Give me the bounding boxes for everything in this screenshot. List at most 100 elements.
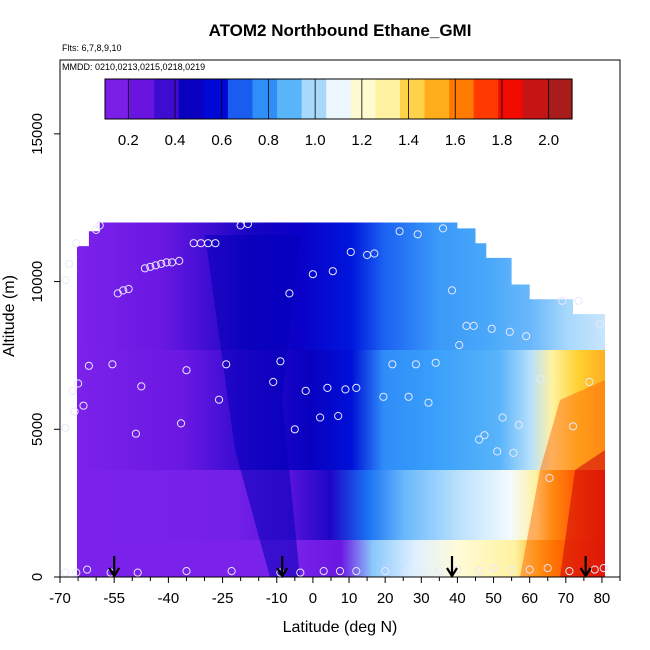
sample-point: [162, 258, 171, 267]
sample-point: [509, 448, 518, 457]
down-arrow-icon: [108, 556, 121, 579]
colorbar-cell: [326, 79, 352, 119]
sample-point: [68, 386, 77, 395]
sample-point: [131, 429, 140, 438]
colorbar-cell: [277, 79, 303, 119]
sample-point: [137, 382, 146, 391]
sample-point: [61, 423, 70, 432]
sample-point: [182, 567, 191, 576]
sample-point: [61, 568, 70, 577]
sample-point: [176, 419, 186, 428]
colorbar-cell: [473, 79, 499, 119]
sample-point: [285, 289, 294, 298]
x-axis: -70 -55 -40 -25 -10 0 10 20 30 40 50 60 70 80: [49, 577, 621, 607]
x-tick-label: -10: [266, 590, 288, 607]
sample-point: [72, 239, 81, 248]
sample-point: [211, 239, 220, 248]
colorbar-cell: [178, 79, 204, 119]
sample-point: [536, 375, 545, 384]
down-arrow-icon: [579, 556, 592, 579]
y-tick-label: 10000: [29, 261, 46, 303]
colorbar-cell: [399, 79, 426, 119]
sample-point: [469, 321, 478, 330]
sample-point: [585, 377, 594, 387]
colorbar-tick-label: 0.4: [165, 132, 186, 149]
sample-point: [413, 230, 422, 239]
sample-point: [455, 341, 464, 350]
sample-point: [334, 411, 343, 421]
colorbar-tick-label: 0.2: [118, 132, 139, 149]
colorbar-tick-label: 1.4: [398, 132, 419, 149]
sample-point: [379, 392, 388, 401]
sample-point: [590, 565, 599, 574]
sample-point: [381, 567, 390, 576]
sample-point: [487, 324, 496, 333]
flights-subtitle: Flts: 6,7,8,9,10: [62, 43, 122, 53]
sample-point: [175, 256, 184, 265]
y-tick-label: 15000: [29, 113, 46, 155]
sample-point: [74, 379, 83, 388]
x-tick-label: 0: [309, 590, 317, 607]
heatmap-band-upper: [77, 222, 605, 350]
y-tick-label: 0: [29, 573, 46, 581]
sample-point: [214, 395, 224, 404]
colorbar-cell: [522, 79, 549, 119]
sample-point: [596, 320, 605, 329]
x-tick-label: -40: [158, 590, 180, 607]
sample-point: [70, 407, 79, 416]
sample-point: [599, 564, 608, 573]
y-tick-label: 5000: [29, 413, 46, 446]
x-tick-label: 10: [341, 590, 358, 607]
sample-point: [119, 286, 128, 295]
colorbar-cell: [252, 79, 278, 119]
sample-point: [227, 567, 236, 576]
x-axis-label: Latitude (deg N): [283, 619, 398, 636]
colorbar-cell: [547, 79, 573, 119]
sample-point: [269, 377, 278, 387]
sample-point: [543, 564, 552, 573]
x-tick-label: 40: [449, 590, 466, 607]
sample-point: [402, 567, 411, 576]
sample-point: [574, 296, 583, 305]
plot-frame: [59, 59, 621, 578]
heatmap-field: [77, 222, 605, 577]
x-tick-label: 30: [413, 590, 430, 607]
sample-point: [222, 360, 231, 369]
x-tick-label: -25: [212, 590, 234, 607]
sample-point: [157, 259, 166, 268]
colorbar-cell: [350, 79, 376, 119]
sample-point: [79, 401, 88, 410]
sample-point: [341, 385, 350, 394]
sample-point: [424, 398, 433, 407]
y-axis: 0 5000 10000 15000: [29, 113, 60, 581]
down-arrow-icon: [276, 556, 289, 579]
sample-point: [352, 383, 361, 392]
sample-point: [505, 327, 514, 336]
sample-point: [323, 383, 332, 392]
x-tick-label: -70: [49, 590, 71, 607]
sample-point: [498, 413, 507, 422]
sample-point: [328, 267, 337, 276]
sample-point: [447, 286, 457, 295]
x-tick-label: 70: [557, 590, 574, 607]
y-axis-label: Altitude (m): [1, 275, 18, 357]
sample-point: [568, 422, 578, 431]
sample-point: [453, 565, 462, 574]
sample-point: [83, 565, 92, 574]
sample-points: [61, 219, 608, 577]
sample-point: [507, 565, 516, 574]
sample-point: [182, 366, 191, 375]
colorbar-tick-label: 0.8: [258, 132, 279, 149]
sample-point: [346, 247, 355, 257]
heatmap-band-low: [77, 470, 605, 540]
sample-point: [404, 392, 413, 401]
heatmap-core-dark: [205, 235, 300, 577]
sample-point: [308, 270, 317, 279]
sample-point: [146, 262, 155, 271]
heatmap-band-surface: [77, 540, 605, 577]
sample-point: [95, 221, 104, 230]
heatmap-band-mid: [77, 350, 605, 470]
x-tick-label: 50: [485, 590, 502, 607]
sample-point: [370, 249, 379, 258]
